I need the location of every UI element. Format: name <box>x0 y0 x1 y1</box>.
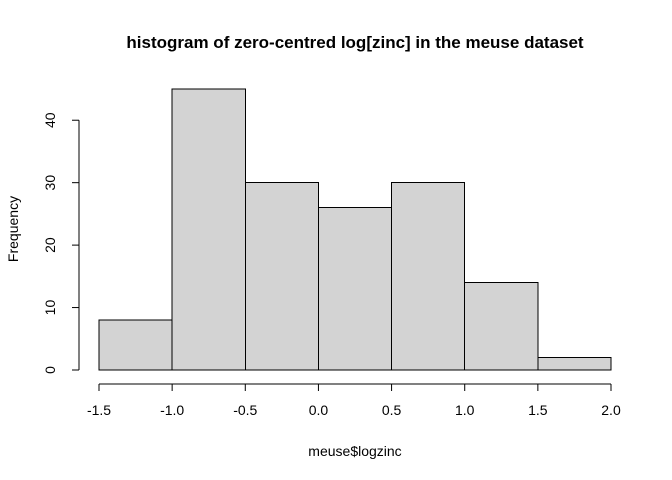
y-tick-label: 20 <box>42 237 58 253</box>
x-tick-label: -1.0 <box>160 402 184 418</box>
x-tick-label: 0.0 <box>309 402 329 418</box>
bars-group <box>98 88 612 371</box>
x-tick-label: 2.0 <box>601 402 621 418</box>
x-tick-label: 1.5 <box>528 402 548 418</box>
y-tick-label: 30 <box>42 175 58 191</box>
histogram-bar-5 <box>464 282 539 371</box>
y-axis-label: Frequency <box>5 196 21 262</box>
histogram-bar-3 <box>317 207 393 371</box>
histogram-bar-1 <box>171 88 246 371</box>
x-tick-label: 1.0 <box>455 402 475 418</box>
x-tick-label: -0.5 <box>233 402 257 418</box>
histogram-bar-0 <box>98 319 173 371</box>
histogram-bar-6 <box>537 357 612 371</box>
x-tick-label: 0.5 <box>382 402 402 418</box>
x-axis: -1.5 -1.0 -0.5 0.0 0.5 1.0 1.5 2.0 <box>87 383 621 418</box>
y-tick-label: 10 <box>42 300 58 316</box>
y-axis: 0 10 20 30 40 <box>42 112 80 374</box>
histogram-bar-4 <box>391 182 466 371</box>
y-tick-label: 0 <box>42 366 58 374</box>
x-axis-label: meuse$logzinc <box>308 443 401 459</box>
histogram-bar-2 <box>244 182 319 371</box>
y-tick-label: 40 <box>42 112 58 128</box>
x-tick-label: -1.5 <box>87 402 111 418</box>
chart-title: histogram of zero-centred log[zinc] in t… <box>126 33 584 52</box>
